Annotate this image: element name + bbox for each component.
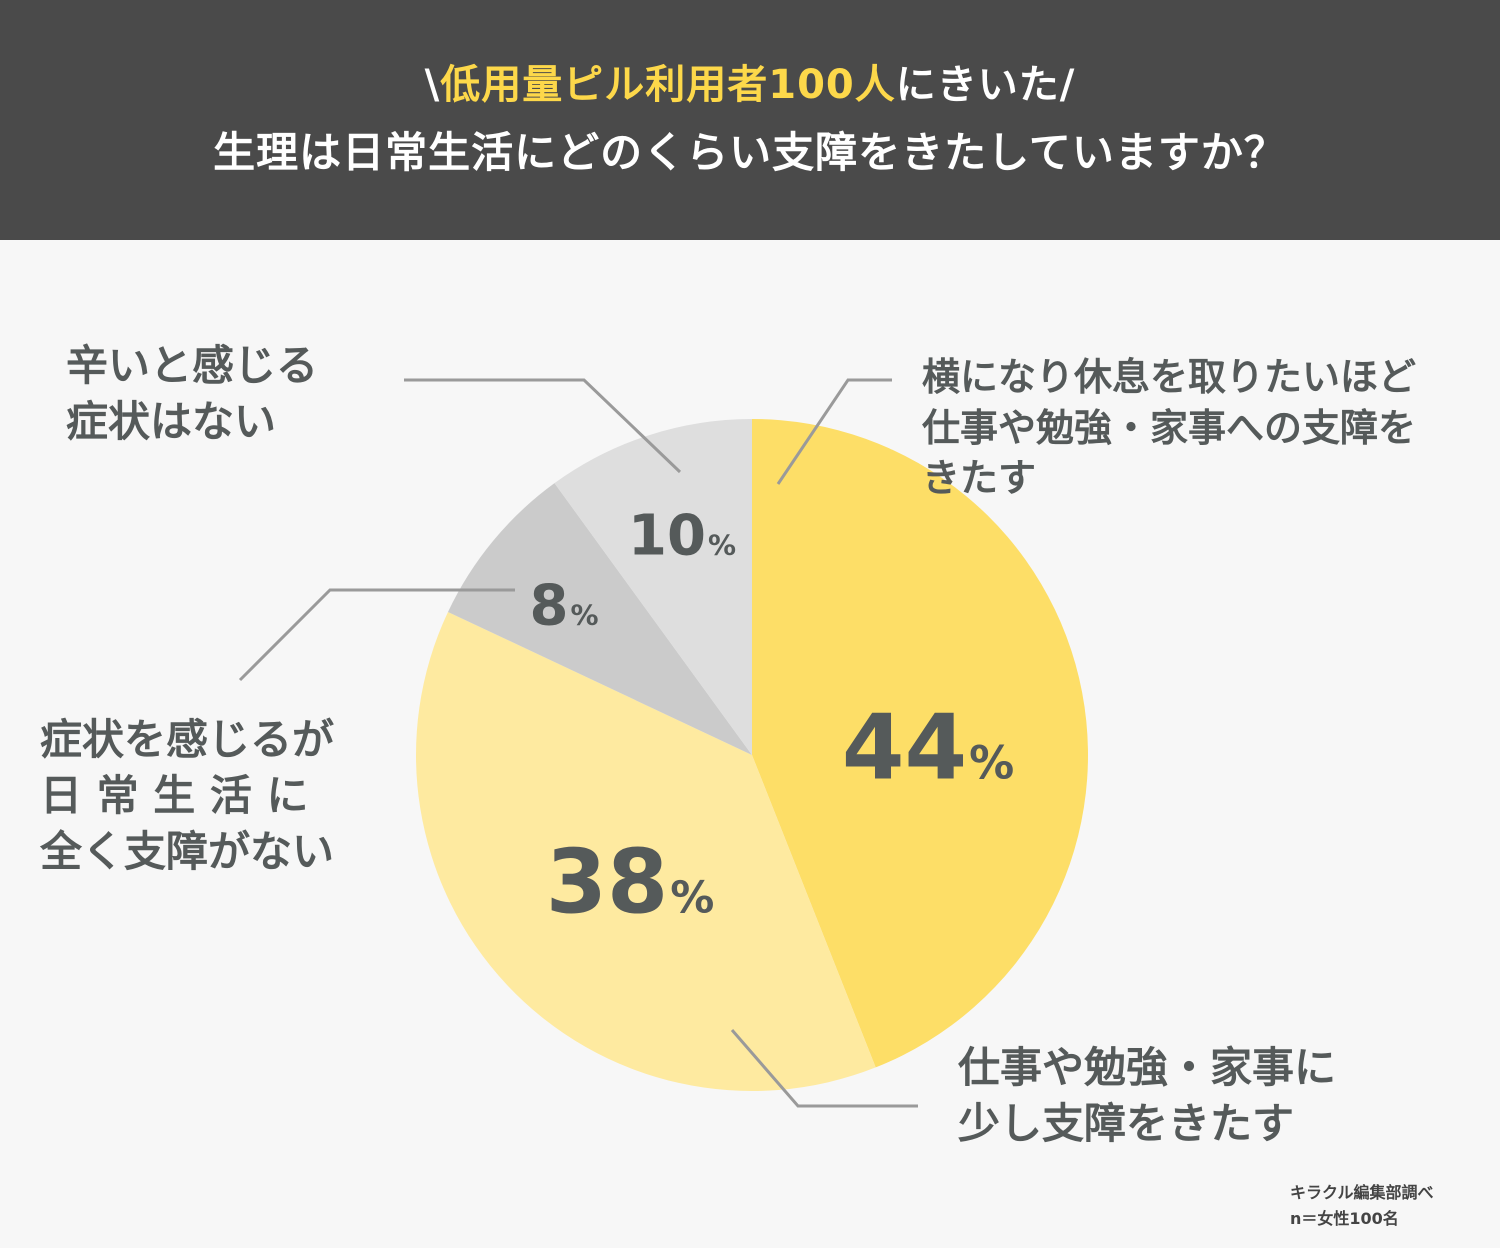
header-highlight: 低用量ピル利用者100人: [440, 62, 896, 108]
label-no-symptoms: 辛いと感じる 症状はない: [66, 341, 319, 446]
header-subtitle: \低用量ピル利用者100人にきいた/: [425, 52, 1076, 118]
percent-some-value: 38: [545, 830, 669, 934]
percent-no-symptoms-symbol: %: [707, 528, 736, 562]
leader-line-no-symptoms: [404, 378, 682, 474]
slice-no-symptoms: [554, 419, 752, 755]
slice-some: [416, 611, 876, 1091]
header-prefix: \: [424, 62, 441, 108]
leader-line-severe: [776, 378, 892, 485]
percent-no-symptoms: 10%: [628, 504, 736, 569]
percent-severe-value: 44: [841, 695, 968, 801]
leader-line-some: [730, 1029, 918, 1108]
percent-no-impact-value: 8: [529, 573, 569, 639]
leader-line-no-impact: [238, 588, 515, 682]
source-line-1: キラクル編集部調べ: [1290, 1183, 1434, 1202]
percent-severe-symbol: %: [969, 736, 1015, 790]
percent-no-impact: 8%: [529, 574, 598, 639]
percent-some: 38%: [546, 831, 715, 934]
label-severe: 横になり休息を取りたいほど 仕事や勉強・家事への支障を きたす: [922, 355, 1417, 501]
label-some: 仕事や勉強・家事に 少し支障をきたす: [958, 1043, 1337, 1148]
percent-some-symbol: %: [670, 872, 715, 924]
header-suffix: にきいた/: [895, 62, 1076, 108]
label-no-impact: 症状を感じるが 日 常 生 活 に 全く支障がない: [40, 715, 335, 876]
source-note: キラクル編集部調べ n＝女性100名: [1290, 1180, 1434, 1232]
slice-severe: [752, 419, 1088, 1068]
source-line-2: n＝女性100名: [1290, 1209, 1399, 1228]
slice-no-impact: [447, 483, 752, 755]
percent-no-impact-symbol: %: [570, 598, 599, 632]
percent-no-symptoms-value: 10: [628, 503, 706, 569]
chart-header: \低用量ピル利用者100人にきいた/ 生理は日常生活にどのくらい支障をきたしてい…: [0, 0, 1500, 240]
percent-severe: 44%: [842, 696, 1014, 801]
chart-title: 生理は日常生活にどのくらい支障をきたしていますか？: [213, 128, 1287, 177]
